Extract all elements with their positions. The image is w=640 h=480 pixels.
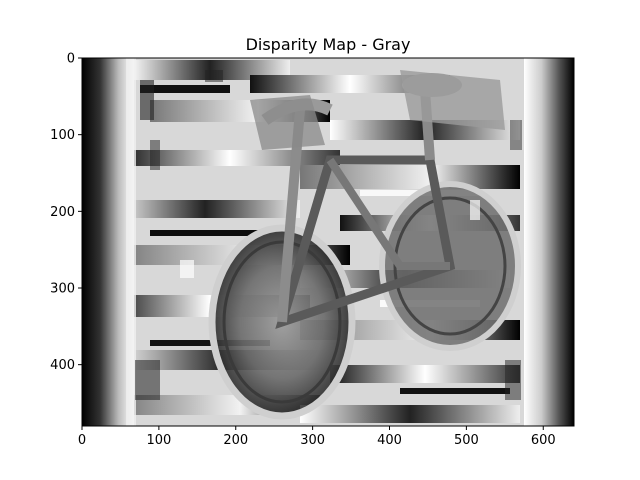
y-tick-label: 100 — [50, 128, 75, 143]
y-tick-label: 0 — [67, 52, 75, 67]
right-border-ramp — [524, 58, 574, 426]
x-tick-label: 100 — [146, 433, 171, 448]
y-tick-label: 400 — [50, 358, 75, 373]
x-axis: 0 100 200 300 400 500 600 — [78, 426, 556, 448]
x-tick-label: 400 — [377, 433, 402, 448]
x-tick-label: 300 — [300, 433, 325, 448]
x-tick-label: 500 — [454, 433, 479, 448]
x-tick-label: 0 — [78, 433, 86, 448]
y-tick-label: 200 — [50, 205, 75, 220]
speckle-noise — [135, 70, 522, 400]
bicycle-shape — [208, 70, 521, 420]
x-tick-label: 200 — [223, 433, 248, 448]
y-axis: 0 100 200 300 400 — [50, 52, 82, 373]
disparity-map-image — [82, 58, 574, 426]
x-tick-label: 600 — [531, 433, 556, 448]
axes-frame — [81, 57, 575, 427]
left-border-ramp — [82, 58, 134, 426]
y-tick-label: 300 — [50, 282, 75, 297]
figure-title: Disparity Map - Gray — [246, 35, 411, 54]
